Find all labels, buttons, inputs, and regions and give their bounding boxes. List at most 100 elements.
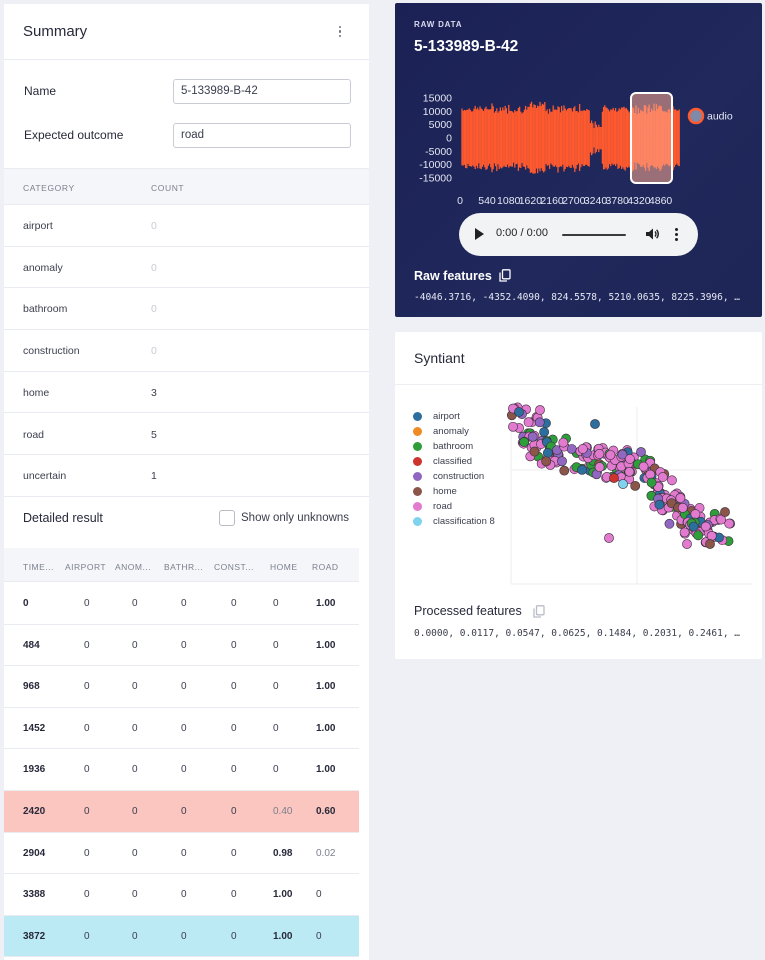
copy-icon[interactable] xyxy=(499,269,511,282)
feature-scatter-plot[interactable] xyxy=(395,332,762,592)
result-cell: 0 xyxy=(231,930,237,942)
category-name: construction xyxy=(23,345,80,358)
scatter-point xyxy=(677,502,688,513)
result-row[interactable]: 3388 0 0 0 0 1.00 0 xyxy=(4,874,359,916)
scatter-point xyxy=(514,407,524,417)
more-options-icon[interactable] xyxy=(330,22,350,42)
result-cell: 0 xyxy=(231,598,237,609)
scatter-points xyxy=(506,402,736,549)
scatter-point xyxy=(577,444,588,454)
result-row[interactable]: 2420 0 0 0 0 0.40 0.60 xyxy=(4,791,359,833)
result-timestamp: 2420 xyxy=(23,806,46,817)
result-cell: 0 xyxy=(132,847,138,859)
result-cell: 1.00 xyxy=(316,764,336,776)
scatter-point xyxy=(667,475,677,486)
processed-features-title: Processed features xyxy=(414,604,522,618)
result-cell: 0 xyxy=(273,681,279,693)
result-cell: 1.00 xyxy=(273,930,293,942)
scatter-point xyxy=(523,417,534,428)
copy-icon[interactable] xyxy=(533,605,545,618)
raw-features-title: Raw features xyxy=(414,269,492,283)
result-column-header[interactable]: AIRPORT xyxy=(65,562,107,572)
result-row[interactable]: 3872 0 0 0 0 1.00 0 xyxy=(4,915,359,958)
result-row[interactable]: 484 0 0 0 0 0 1.00 xyxy=(4,625,359,667)
legend-item[interactable]: bathroom xyxy=(413,439,495,454)
result-row[interactable]: 0 0 0 0 0 0 1.00 xyxy=(4,583,359,625)
category-row: bathroom 0 xyxy=(4,288,369,331)
expected-outcome-input[interactable]: road xyxy=(173,122,351,148)
x-tick-label: 3780 xyxy=(606,195,630,207)
legend-marker xyxy=(413,412,422,421)
x-tick-label: 2700 xyxy=(562,195,586,207)
result-column-header[interactable]: TIME... xyxy=(23,562,54,572)
result-timestamp: 0 xyxy=(23,598,29,609)
result-column-header[interactable]: BATHR... xyxy=(164,562,204,572)
result-row[interactable]: 1452 0 0 0 0 0 1.00 xyxy=(4,708,359,750)
summary-panel: Summary Name 5-133989-B-42 Expected outc… xyxy=(4,4,369,960)
scatter-point xyxy=(609,473,619,483)
expected-outcome-label: Expected outcome xyxy=(24,128,124,142)
name-input[interactable]: 5-133989-B-42 xyxy=(173,78,351,104)
audio-legend-marker[interactable] xyxy=(687,107,705,125)
legend-label: home xyxy=(433,486,457,497)
scatter-point xyxy=(618,479,628,489)
audio-player[interactable]: 0:00 / 0:00 xyxy=(459,213,698,256)
category-row: road 5 xyxy=(4,414,369,456)
result-row[interactable]: 1936 0 0 0 0 0 1.00 xyxy=(4,749,359,791)
result-cell: 0 xyxy=(181,639,187,651)
show-only-unknowns-checkbox[interactable] xyxy=(219,510,235,526)
result-cell: 1.00 xyxy=(316,681,336,693)
result-column-header[interactable]: ANOM... xyxy=(115,562,152,572)
result-row[interactable]: 2904 0 0 0 0 0.98 0.02 xyxy=(4,833,359,875)
scatter-point xyxy=(594,449,605,459)
result-cell: 0 xyxy=(231,639,237,651)
name-field-row: Name 5-133989-B-42 xyxy=(4,69,369,113)
player-progress-track[interactable] xyxy=(562,234,626,236)
result-cell: 0 xyxy=(132,806,138,817)
category-count: 5 xyxy=(151,428,157,441)
category-name: bathroom xyxy=(23,303,68,316)
result-cell: 0 xyxy=(273,764,279,776)
legend-item[interactable]: anomaly xyxy=(413,424,495,439)
legend-item[interactable]: classified xyxy=(413,454,495,469)
category-count: 1 xyxy=(151,470,157,483)
show-only-unknowns-label[interactable]: Show only unknowns xyxy=(241,512,350,524)
volume-icon[interactable] xyxy=(645,227,659,241)
x-tick-label: 0 xyxy=(457,195,463,207)
player-more-icon[interactable] xyxy=(675,228,678,241)
scatter-point xyxy=(624,466,635,477)
scatter-point xyxy=(617,449,628,460)
result-timestamp: 968 xyxy=(23,681,40,693)
result-column-header[interactable]: CONST... xyxy=(214,562,254,572)
play-icon[interactable] xyxy=(475,228,484,240)
scatter-point xyxy=(682,539,692,549)
legend-item[interactable]: road xyxy=(413,499,495,514)
x-tick-label: 1080 xyxy=(497,195,521,207)
result-column-header[interactable]: ROAD xyxy=(312,562,339,572)
category-name: anomaly xyxy=(23,261,63,274)
result-cell: 0 xyxy=(84,639,90,651)
legend-label: classified xyxy=(433,456,473,467)
scatter-point xyxy=(679,527,690,538)
result-cell: 1.00 xyxy=(316,722,336,734)
audio-legend-label: audio xyxy=(707,111,733,123)
category-name: home xyxy=(23,386,50,399)
legend-item[interactable]: construction xyxy=(413,469,495,484)
result-cell: 0 xyxy=(231,847,237,859)
category-count: 0 xyxy=(151,345,157,358)
processed-features-values: 0.0000, 0.0117, 0.0547, 0.0625, 0.1484, … xyxy=(414,628,741,639)
legend-item[interactable]: airport xyxy=(413,409,495,424)
result-row[interactable]: 968 0 0 0 0 0 1.00 xyxy=(4,666,359,708)
expected-outcome-row: Expected outcome road xyxy=(4,113,369,157)
legend-item[interactable]: classification 8 xyxy=(413,514,495,529)
result-cell: 0 xyxy=(84,889,90,901)
result-column-header[interactable]: HOME xyxy=(270,562,298,572)
scatter-point xyxy=(664,518,675,529)
selection-window[interactable] xyxy=(630,92,673,184)
scatter-point xyxy=(700,521,711,532)
result-cell: 0 xyxy=(231,806,237,817)
legend-item[interactable]: home xyxy=(413,484,495,499)
y-tick-label: -5000 xyxy=(425,146,452,158)
sample-id: 5-133989-B-42 xyxy=(414,38,519,55)
